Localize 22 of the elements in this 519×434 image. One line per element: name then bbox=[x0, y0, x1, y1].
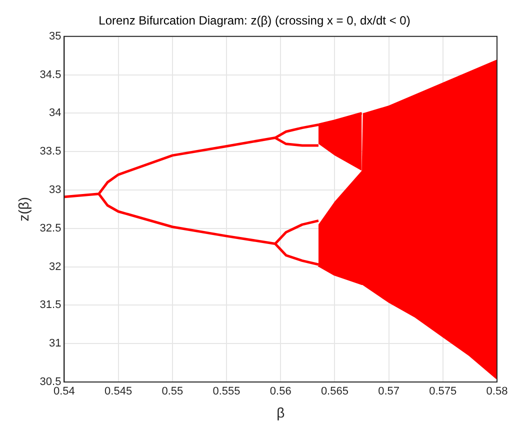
y-tick-label: 34.5 bbox=[40, 68, 62, 81]
x-tick-label: 0.575 bbox=[429, 386, 457, 398]
y-tick-label: 33 bbox=[48, 184, 62, 196]
y-tick-label: 32.5 bbox=[40, 222, 62, 234]
x-tick-label: 0.555 bbox=[212, 386, 240, 398]
chart-title: Lorenz Bifurcation Diagram: z(β) (crossing x = 0, dx/dt < 0) bbox=[98, 14, 410, 28]
y-tick-label: 31.5 bbox=[40, 299, 62, 312]
y-tick-label: 35 bbox=[48, 30, 62, 42]
x-tick-label: 0.57 bbox=[378, 386, 400, 398]
x-tick-label: 0.54 bbox=[54, 386, 75, 398]
y-tick-label: 31 bbox=[48, 338, 62, 350]
x-axis-title: β bbox=[276, 404, 285, 420]
x-tick-label: 0.545 bbox=[104, 386, 132, 398]
y-axis-title: z(β) bbox=[15, 197, 32, 222]
y-tick-label: 32 bbox=[48, 260, 62, 273]
x-tick-label: 0.56 bbox=[270, 386, 292, 398]
x-tick-label: 0.565 bbox=[320, 386, 348, 398]
x-tick-label: 0.55 bbox=[162, 386, 184, 398]
x-tick-label: 0.58 bbox=[486, 386, 508, 398]
y-tick-label: 33.5 bbox=[40, 146, 62, 158]
y-tick-label: 34 bbox=[48, 107, 62, 120]
y-tick-label: 30.5 bbox=[40, 376, 62, 388]
